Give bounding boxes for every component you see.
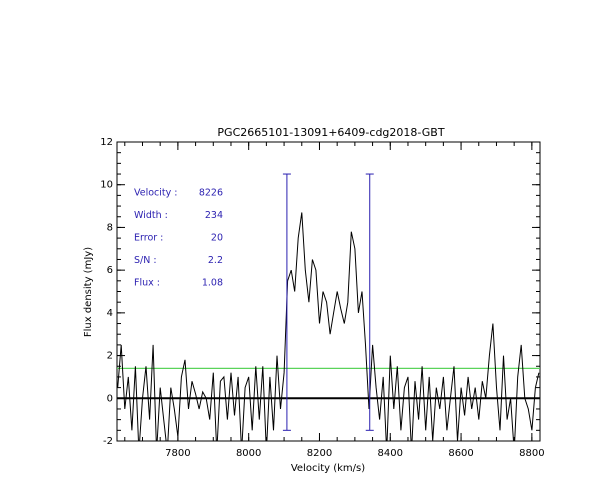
x-tick-label: 8800 (519, 448, 544, 459)
y-tick-label: 0 (107, 393, 113, 404)
x-tick-label: 8200 (307, 448, 332, 459)
annotation-value: 2.2 (208, 255, 223, 266)
x-tick-label: 7800 (165, 448, 190, 459)
x-tick-label: 8600 (448, 448, 473, 459)
annotation-label: Velocity : (134, 188, 178, 199)
annotation-label: Width : (134, 210, 168, 221)
x-tick-label: 8000 (236, 448, 261, 459)
annotation-value: 234 (205, 210, 223, 221)
y-tick-label: 12 (100, 137, 113, 148)
y-tick-label: 4 (107, 308, 113, 319)
annotation-value: 1.08 (202, 278, 223, 289)
spectrum-line (117, 212, 540, 441)
y-tick-label: 10 (100, 180, 113, 191)
annotation-value: 8226 (199, 188, 223, 199)
annotation-value: 20 (211, 233, 223, 244)
y-tick-label: 6 (107, 265, 113, 276)
y-axis-label: Flux density (mJy) (83, 247, 94, 337)
annotation-label: Flux : (134, 278, 160, 289)
chart-title: PGC2665101-13091+6409-cdg2018-GBT (217, 126, 444, 139)
y-tick-label: 8 (107, 222, 113, 233)
y-tick-label: -2 (103, 436, 113, 447)
annotation-label: Error : (134, 233, 163, 244)
x-tick-label: 8400 (378, 448, 403, 459)
annotation-label: S/N : (134, 255, 157, 266)
x-axis-label: Velocity (km/s) (291, 463, 365, 474)
y-tick-label: 2 (107, 351, 113, 362)
